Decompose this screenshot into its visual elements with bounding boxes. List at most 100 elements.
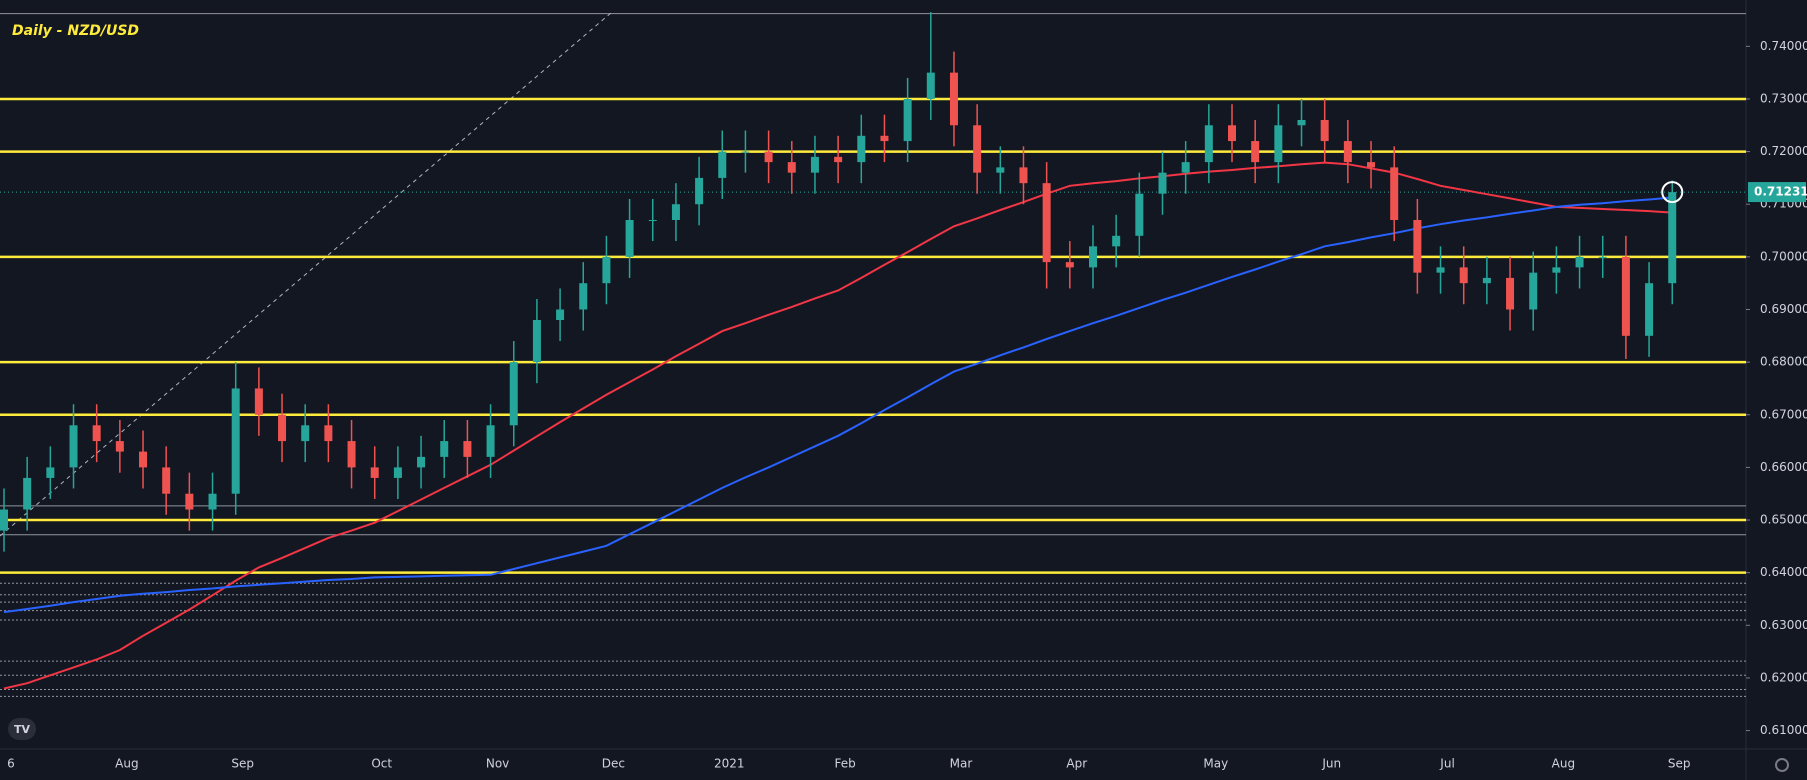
y-tick-label: 0.64000 xyxy=(1760,565,1807,579)
candle-body xyxy=(1135,193,1144,236)
settings-icon[interactable] xyxy=(1775,758,1789,772)
candle-body xyxy=(602,256,611,284)
y-tick-label: 0.66000 xyxy=(1760,460,1807,474)
candle-body xyxy=(1459,267,1468,284)
candle-body xyxy=(162,467,171,494)
last-price-marker xyxy=(1661,181,1684,204)
x-tick-label: Aug xyxy=(115,757,138,771)
candle-body xyxy=(1621,256,1630,336)
candle-body xyxy=(1645,283,1654,336)
candle-body xyxy=(1228,125,1237,142)
candle-body xyxy=(1181,162,1190,173)
x-tick-label: Aug xyxy=(1552,757,1575,771)
candle-body xyxy=(695,177,704,205)
candle-body xyxy=(347,441,356,468)
y-tick-label: 0.72000 xyxy=(1760,144,1807,158)
candle-body xyxy=(926,72,935,99)
candle-body xyxy=(903,98,912,142)
candle-body xyxy=(671,204,680,221)
candle-body xyxy=(417,456,426,468)
y-tick-label: 0.63000 xyxy=(1760,618,1807,632)
x-tick-label: Feb xyxy=(834,757,855,771)
candle-body xyxy=(115,441,124,452)
candle-body xyxy=(741,151,750,153)
candle-body xyxy=(231,388,240,494)
trend-line xyxy=(0,11,613,537)
candle-body xyxy=(1019,167,1028,184)
candle-body xyxy=(92,425,101,442)
candle-body xyxy=(1390,167,1399,221)
candle-body xyxy=(278,414,287,442)
last-price-label: 0.71231 xyxy=(1754,185,1807,199)
candle-body xyxy=(185,493,194,510)
candle-body xyxy=(857,135,866,163)
x-tick-label: 6 xyxy=(7,757,15,771)
candle-body xyxy=(787,162,796,173)
last-price-box xyxy=(1748,182,1806,203)
y-tick-label: 0.70000 xyxy=(1760,249,1807,263)
candle-body xyxy=(973,125,982,173)
y-tick-label: 0.65000 xyxy=(1760,513,1807,527)
candle-body xyxy=(1297,120,1306,126)
candle-body xyxy=(1343,141,1352,163)
candle-body xyxy=(46,467,55,478)
y-tick-label: 0.73000 xyxy=(1760,91,1807,105)
x-tick-label: Mar xyxy=(950,757,973,771)
candle-body xyxy=(718,151,727,178)
svg-text:TV: TV xyxy=(14,723,31,736)
x-tick-label: Sep xyxy=(1668,757,1691,771)
candle-body xyxy=(579,283,588,310)
candle-body xyxy=(0,509,8,531)
candle-body xyxy=(810,156,819,173)
candle-body xyxy=(764,151,773,163)
candle-body xyxy=(1413,220,1422,273)
candle-body xyxy=(1042,183,1051,263)
y-tick-label: 0.61000 xyxy=(1760,723,1807,737)
candle-body xyxy=(301,425,310,442)
x-tick-label: Apr xyxy=(1066,757,1087,771)
candle-body xyxy=(393,467,402,478)
candle-body xyxy=(996,167,1005,173)
candle-body xyxy=(556,309,565,321)
candle-body xyxy=(648,220,657,222)
candle-body xyxy=(1598,256,1607,258)
candle-body xyxy=(324,425,333,442)
x-tick-label: Oct xyxy=(371,757,392,771)
y-tick-label: 0.67000 xyxy=(1760,407,1807,421)
candle-body xyxy=(370,467,379,478)
candle-body xyxy=(625,220,634,257)
x-tick-label: Jul xyxy=(1439,757,1454,771)
candle-body xyxy=(1552,267,1561,273)
x-tick-label: May xyxy=(1203,757,1228,771)
candle-body xyxy=(440,441,449,457)
y-tick-label: 0.62000 xyxy=(1760,670,1807,684)
candle-body xyxy=(1204,125,1213,163)
candle-body xyxy=(880,135,889,142)
candle-body xyxy=(139,451,148,468)
candle-body xyxy=(1575,256,1584,268)
candle-body xyxy=(1088,246,1097,268)
candle-body xyxy=(69,425,78,468)
x-tick-label: Dec xyxy=(602,757,625,771)
candle-body xyxy=(1274,125,1283,163)
x-tick-label: Sep xyxy=(231,757,254,771)
candle-body xyxy=(834,156,843,163)
y-tick-label: 0.68000 xyxy=(1760,355,1807,369)
y-tick-label: 0.69000 xyxy=(1760,302,1807,316)
candle-body xyxy=(463,441,472,457)
candle-body xyxy=(1158,172,1167,194)
candle-body xyxy=(1367,162,1376,168)
y-tick-label: 0.74000 xyxy=(1760,39,1807,53)
x-tick-label: Jun xyxy=(1321,757,1341,771)
candle-body xyxy=(1065,262,1074,268)
candle-body xyxy=(486,425,495,457)
candle-body xyxy=(208,493,217,510)
candle-body xyxy=(254,388,263,415)
candle-body xyxy=(1506,277,1515,310)
tv-logo: TV xyxy=(8,718,36,740)
candle-body xyxy=(1436,267,1445,273)
candle-body xyxy=(1529,272,1538,310)
